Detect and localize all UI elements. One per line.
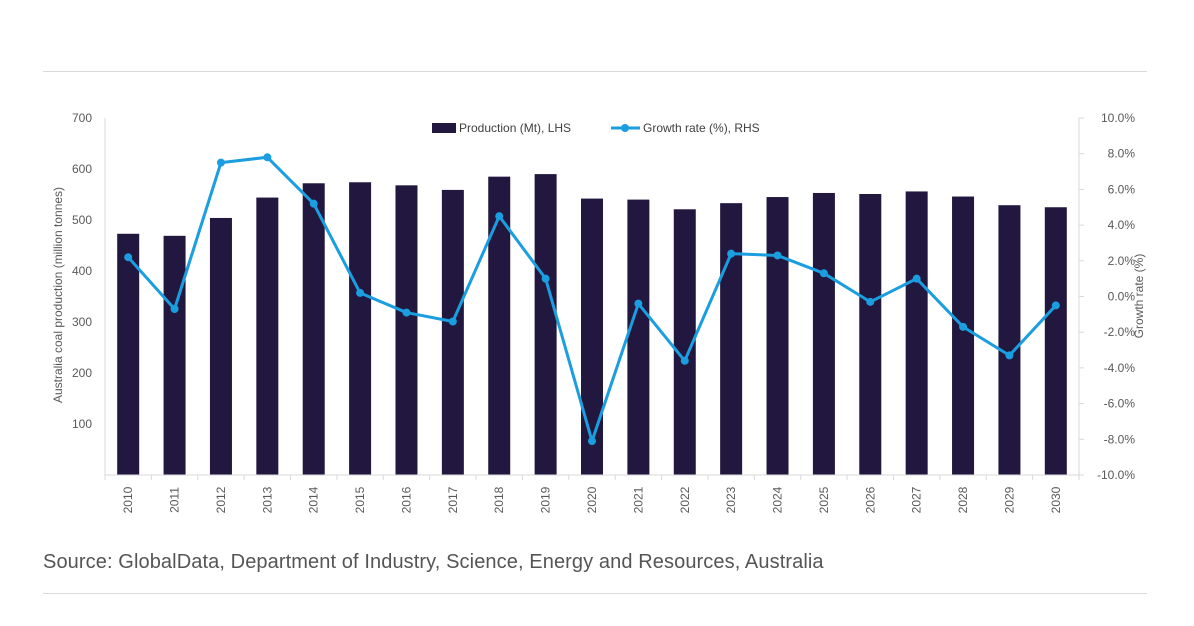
x-tick-label-2010: 2010 — [121, 486, 135, 513]
growth-point-2028 — [959, 322, 968, 331]
legend: Production (Mt), LHS Growth rate (%), RHS — [432, 121, 760, 135]
x-tick-label-2013: 2013 — [260, 486, 274, 513]
growth-point-2025 — [819, 269, 828, 278]
x-tick-label-2025: 2025 — [817, 486, 831, 513]
x-tick-label-2019: 2019 — [539, 486, 553, 513]
growth-point-2021 — [634, 299, 643, 308]
x-tick-label-2026: 2026 — [863, 486, 877, 513]
left-tick-label: 300 — [72, 315, 92, 329]
bar-2024 — [766, 197, 789, 476]
right-tick-label: -10.0% — [1097, 468, 1135, 482]
growth-point-2018 — [495, 212, 504, 221]
growth-point-2013 — [263, 153, 272, 162]
bar-2014 — [302, 183, 325, 475]
legend-marker-growth — [621, 124, 629, 132]
x-tick-label-2018: 2018 — [492, 486, 506, 513]
left-y-axis: 100 200 300 400 500 600 700 — [72, 111, 106, 475]
x-tick-label-2012: 2012 — [214, 486, 228, 513]
right-tick-label: 4.0% — [1108, 218, 1136, 232]
x-tick-label-2017: 2017 — [446, 486, 460, 513]
bar-2016 — [395, 185, 418, 475]
growth-point-2016 — [402, 308, 411, 317]
x-tick-label-2011: 2011 — [168, 487, 182, 513]
bar-2018 — [488, 176, 511, 475]
x-tick-label-2024: 2024 — [771, 486, 785, 513]
right-axis-title: Growth rate (%) — [1132, 254, 1146, 339]
growth-point-2015 — [356, 288, 365, 297]
growth-point-2014 — [309, 199, 318, 208]
bar-2011 — [163, 235, 186, 475]
right-tick-label: 6.0% — [1108, 182, 1136, 196]
x-axis: 2010 2011 2012 2013 2014 2015 2016 2017 2018 2019… — [104, 474, 1080, 513]
bar-2030 — [1044, 207, 1067, 475]
x-tick-label-2020: 2020 — [585, 486, 599, 513]
right-y-axis: 10.0% 8.0% 6.0% 4.0% 2.0% 0.0% -2.0% -4.0% -6.0%… — [1078, 111, 1136, 482]
growth-point-2010 — [124, 253, 133, 262]
bar-2017 — [441, 189, 464, 475]
growth-point-2012 — [216, 158, 225, 167]
growth-point-2024 — [773, 251, 782, 260]
left-tick-label: 700 — [72, 111, 92, 125]
left-tick-label: 600 — [72, 162, 92, 176]
growth-point-2017 — [448, 317, 457, 326]
bar-2025 — [812, 192, 835, 475]
bar-2012 — [209, 217, 232, 475]
right-tick-label: -4.0% — [1104, 361, 1136, 375]
x-tick-label-2015: 2015 — [353, 486, 367, 513]
x-tick-label-2028: 2028 — [956, 486, 970, 513]
growth-point-2026 — [866, 297, 875, 306]
x-tick-label-2021: 2021 — [631, 486, 645, 513]
growth-point-2030 — [1051, 301, 1060, 310]
top-divider — [43, 71, 1147, 72]
x-tick-label-2029: 2029 — [1002, 486, 1016, 513]
growth-point-2011 — [170, 304, 179, 313]
production-bars — [117, 174, 1067, 476]
left-tick-label: 400 — [72, 264, 92, 278]
right-tick-label: -2.0% — [1104, 325, 1136, 339]
bar-2023 — [720, 203, 743, 476]
bar-2015 — [349, 182, 372, 475]
right-tick-label: 2.0% — [1108, 254, 1136, 268]
x-tick-label-2016: 2016 — [399, 486, 413, 513]
growth-point-2029 — [1005, 351, 1014, 360]
left-tick-label: 500 — [72, 213, 92, 227]
growth-point-2022 — [680, 356, 689, 365]
bar-2010 — [117, 233, 140, 475]
right-tick-label: 10.0% — [1101, 111, 1135, 125]
left-axis-title: Australia coal production (million tonne… — [51, 187, 65, 403]
bar-2028 — [952, 196, 975, 476]
right-tick-label: 0.0% — [1108, 290, 1136, 304]
x-tick-label-2030: 2030 — [1049, 486, 1063, 513]
bar-2026 — [859, 193, 882, 476]
bar-2029 — [998, 205, 1021, 475]
x-tick-label-2022: 2022 — [678, 486, 692, 513]
source-note: Source: GlobalData, Department of Indust… — [43, 551, 824, 573]
legend-label-production: Production (Mt), LHS — [459, 121, 571, 135]
growth-point-2023 — [727, 249, 736, 258]
legend-swatch-production — [432, 123, 456, 133]
x-tick-label-2023: 2023 — [724, 486, 738, 513]
growth-point-2019 — [541, 274, 550, 283]
growth-point-2020 — [588, 437, 596, 446]
bar-2022 — [673, 209, 696, 476]
bar-2013 — [256, 197, 279, 475]
bottom-divider — [43, 593, 1147, 594]
growth-point-2027 — [912, 274, 921, 283]
bar-2020 — [581, 198, 603, 475]
left-tick-label: 100 — [72, 417, 92, 431]
bar-2019 — [534, 174, 557, 475]
x-tick-label-2014: 2014 — [307, 486, 321, 513]
bar-2021 — [627, 199, 650, 475]
chart: 100 200 300 400 500 600 700 10.0% 8.0% 6.0% 4.0% 2… — [51, 111, 1146, 513]
growth-rate-line — [124, 153, 1060, 446]
right-tick-label: -8.0% — [1104, 432, 1136, 446]
right-tick-label: 8.0% — [1108, 147, 1136, 161]
left-tick-label: 200 — [72, 366, 92, 380]
x-tick-label-2027: 2027 — [910, 486, 924, 513]
legend-label-growth: Growth rate (%), RHS — [643, 121, 760, 135]
right-tick-label: -6.0% — [1104, 397, 1136, 411]
bar-2027 — [905, 191, 928, 475]
